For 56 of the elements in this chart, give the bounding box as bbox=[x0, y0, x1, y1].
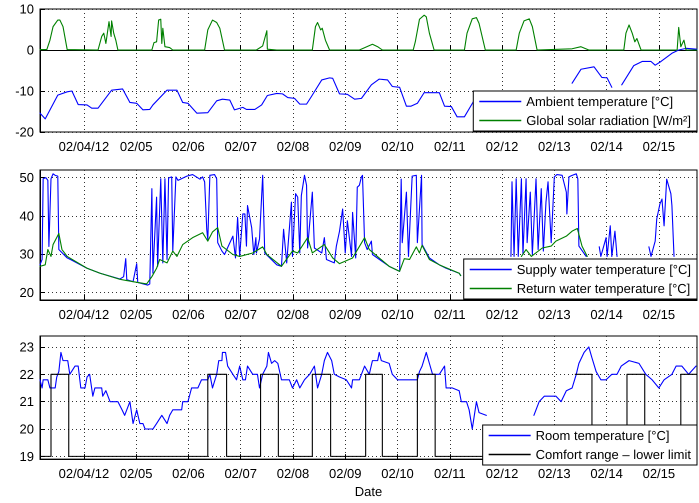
y-tick-label: 10 bbox=[20, 2, 34, 16]
x-tick-label: 02/06 bbox=[172, 139, 205, 154]
x-tick-label: 02/15 bbox=[642, 307, 676, 322]
y-tick-label: 19 bbox=[20, 448, 34, 464]
legend-label: Ambient temperature [°C] bbox=[526, 94, 674, 109]
x-tick-label: 02/13 bbox=[538, 139, 571, 154]
x-tick-label: 02/08 bbox=[276, 139, 310, 154]
y-tick-label: 0 bbox=[26, 42, 34, 58]
x-tick-label: 02/04/12 bbox=[58, 466, 110, 482]
x-tick-label: 02/14 bbox=[590, 307, 623, 322]
legend-label: Global solar radiation [W/m²] bbox=[526, 113, 692, 128]
x-tick-label: 02/07 bbox=[224, 307, 257, 322]
y-tick-label: 20 bbox=[20, 284, 34, 300]
x-tick-label: 02/07 bbox=[224, 139, 257, 154]
x-tick-label: 02/15 bbox=[642, 466, 676, 482]
y-tick-label: 23 bbox=[20, 339, 34, 354]
x-tick-label: 02/09 bbox=[328, 307, 362, 322]
legend-label: Return water temperature [°C] bbox=[516, 281, 690, 296]
x-tick-label: 02/10 bbox=[381, 307, 414, 322]
x-tick-label: 02/12 bbox=[486, 307, 518, 322]
x-tick-label: 02/09 bbox=[328, 466, 362, 482]
y-tick-label: -20 bbox=[15, 124, 34, 140]
x-tick-label: 02/06 bbox=[172, 466, 205, 482]
x-tick-label: 02/07 bbox=[224, 466, 257, 482]
x-tick-label: 02/12 bbox=[486, 466, 518, 482]
y-tick-label: 30 bbox=[20, 246, 34, 262]
x-tick-label: 02/08 bbox=[276, 307, 310, 322]
y-tick-label: 20 bbox=[20, 422, 34, 437]
y-tick-label: -10 bbox=[15, 84, 34, 98]
y-tick-label: 50 bbox=[20, 170, 34, 186]
x-tick-label: 02/05 bbox=[120, 139, 152, 154]
x-tick-label: 02/11 bbox=[434, 139, 466, 154]
x-tick-label: 02/15 bbox=[642, 139, 676, 154]
legend-label: Room temperature [°C] bbox=[536, 428, 670, 443]
x-tick-label: 02/12 bbox=[486, 139, 518, 154]
x-tick-label: 02/10 bbox=[381, 139, 414, 154]
y-tick-label: 40 bbox=[20, 208, 34, 224]
legend-label: Comfort range – lower limit bbox=[536, 447, 692, 462]
x-tick-label: 02/10 bbox=[381, 466, 414, 482]
x-tick-label: 02/13 bbox=[538, 307, 571, 322]
x-tick-label: 02/04/12 bbox=[58, 139, 110, 154]
x-tick-label: 02/11 bbox=[434, 466, 466, 482]
x-tick-label: 02/13 bbox=[538, 466, 571, 482]
x-tick-label: 02/14 bbox=[590, 466, 623, 482]
x-axis-title: Date bbox=[354, 484, 382, 499]
x-tick-label: 02/08 bbox=[276, 466, 310, 482]
x-tick-label: 02/05 bbox=[120, 466, 152, 482]
x-tick-label: 02/06 bbox=[172, 307, 205, 322]
x-tick-label: 02/11 bbox=[434, 307, 466, 322]
x-tick-label: 02/04/12 bbox=[58, 307, 110, 322]
x-tick-label: 02/09 bbox=[328, 139, 362, 154]
legend-label: Supply water temperature [°C] bbox=[516, 262, 692, 277]
y-tick-label: 21 bbox=[20, 394, 34, 410]
x-tick-label: 02/14 bbox=[590, 139, 623, 154]
y-tick-label: 22 bbox=[20, 366, 34, 382]
x-tick-label: 02/05 bbox=[120, 307, 152, 322]
